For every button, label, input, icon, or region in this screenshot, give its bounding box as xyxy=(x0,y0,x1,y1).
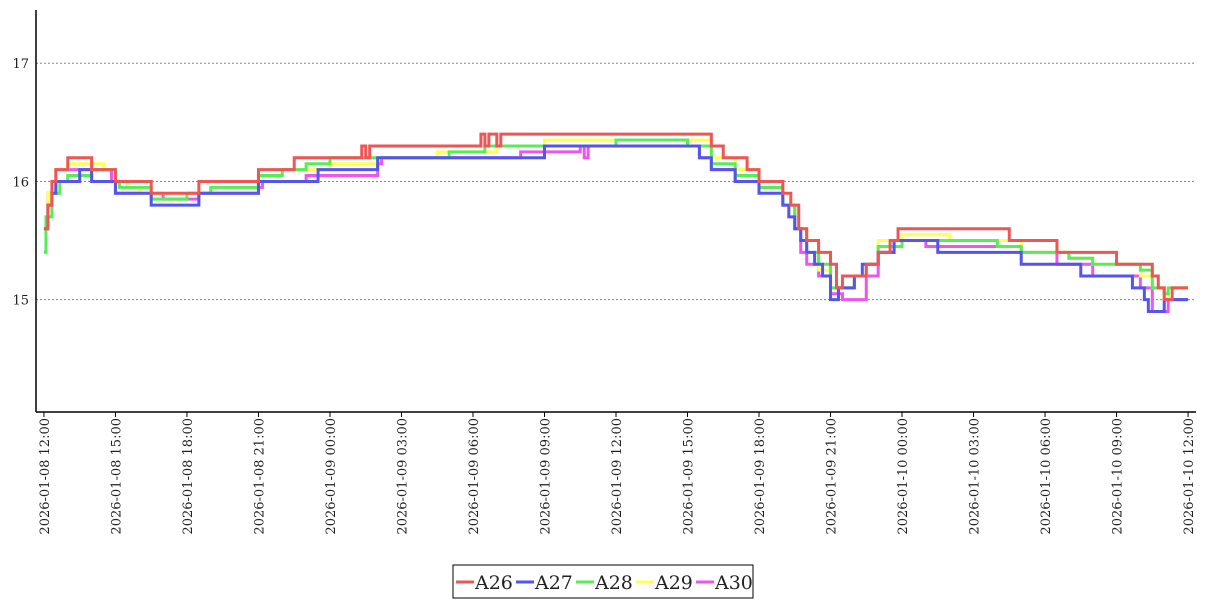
series-line-a28 xyxy=(43,138,1189,296)
series-line-a30 xyxy=(43,144,1189,313)
x-tick-label: 2026-01-09 09:00 xyxy=(538,418,553,535)
x-tick-label: 2026-01-10 06:00 xyxy=(1039,418,1054,535)
x-tick-label: 2026-01-09 21:00 xyxy=(825,418,840,535)
y-tick-label: 16 xyxy=(12,175,29,190)
x-tick-label: 2026-01-10 12:00 xyxy=(1182,418,1197,535)
series-line-a27 xyxy=(43,144,1189,313)
x-tick-label: 2026-01-09 06:00 xyxy=(467,418,482,535)
x-tick-label: 2026-01-08 15:00 xyxy=(109,418,124,535)
x-tick-label: 2026-01-08 12:00 xyxy=(38,418,53,535)
y-tick-label: 17 xyxy=(12,57,29,72)
legend: A26 A27 A28 A29 A30 xyxy=(452,564,754,599)
legend-label-a26: A26 xyxy=(474,572,513,594)
legend-label-a27: A27 xyxy=(534,572,573,594)
x-tick-label: 2026-01-09 03:00 xyxy=(395,418,410,535)
x-tick-label: 2026-01-09 12:00 xyxy=(610,418,625,535)
legend-label-a30: A30 xyxy=(714,572,753,594)
y-ticks: 15 16 17 xyxy=(12,57,29,308)
legend-label-a29: A29 xyxy=(654,572,693,594)
x-tick-label: 2026-01-09 15:00 xyxy=(682,418,697,535)
x-tick-label: 2026-01-10 00:00 xyxy=(896,418,911,535)
x-tick-label: 2026-01-08 18:00 xyxy=(181,418,196,535)
legend-label-a28: A28 xyxy=(594,572,633,594)
x-tick-label: 2026-01-09 00:00 xyxy=(324,418,339,535)
axes xyxy=(35,10,1196,413)
x-ticks: 2026-01-08 12:00 2026-01-08 15:00 2026-01-… xyxy=(38,412,1197,535)
plot-series xyxy=(43,132,1189,313)
x-tick-label: 2026-01-10 09:00 xyxy=(1111,418,1126,535)
series-line-a26 xyxy=(43,132,1189,302)
y-tick-label: 15 xyxy=(12,294,29,309)
series-line-a29 xyxy=(43,138,1189,302)
x-tick-label: 2026-01-09 18:00 xyxy=(753,418,768,535)
x-tick-label: 2026-01-08 21:00 xyxy=(252,418,267,535)
x-tick-label: 2026-01-10 03:00 xyxy=(968,418,983,535)
